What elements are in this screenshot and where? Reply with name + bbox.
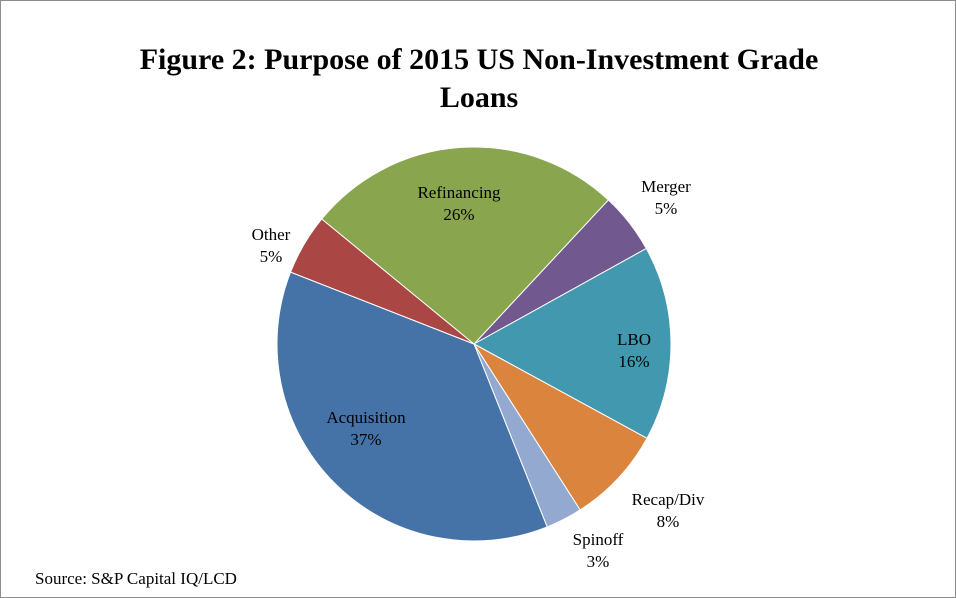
pie-slice <box>473 343 648 511</box>
slice-value-label: 5% <box>655 199 678 218</box>
slice-label: Recap/Div <box>632 490 705 509</box>
pie-slice <box>276 271 548 542</box>
slice-value-label: 3% <box>587 552 610 571</box>
slice-value-label: 16% <box>618 352 649 371</box>
source-note: Source: S&P Capital IQ/LCD <box>35 569 237 588</box>
chart-title: Figure 2: Purpose of 2015 US Non-Investm… <box>139 43 819 114</box>
pie-slice <box>321 146 610 345</box>
slice-label: LBO <box>617 330 651 349</box>
pie-slice <box>472 247 672 439</box>
slice-value-label: 37% <box>350 430 381 449</box>
slice-value-label: 26% <box>443 205 474 224</box>
slice-label: Other <box>252 225 291 244</box>
slice-label: Acquisition <box>326 408 406 427</box>
slice-label: Spinoff <box>573 530 624 549</box>
slice-label: Refinancing <box>417 183 501 202</box>
slice-value-label: 8% <box>657 512 680 531</box>
slice-value-label: 5% <box>260 247 283 266</box>
slice-label: Merger <box>641 177 691 196</box>
